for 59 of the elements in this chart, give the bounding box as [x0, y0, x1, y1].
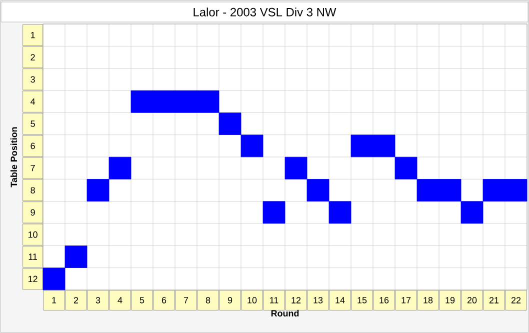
x-tick-label: 8 [206, 297, 210, 304]
chart-title: Lalor - 2003 VSL Div 3 NW [194, 8, 336, 16]
point [130, 90, 154, 113]
x-tick-label: 18 [424, 297, 433, 304]
point [108, 156, 132, 180]
y-tick-label: 3 [30, 76, 35, 83]
point [350, 134, 374, 158]
point [372, 134, 396, 158]
x-tick-label: 10 [248, 297, 257, 304]
x-tick-label: 6 [162, 297, 166, 304]
point [152, 90, 176, 113]
x-tick-label: 4 [118, 297, 122, 304]
x-tick-label: 17 [402, 297, 411, 304]
y-axis-title: Table Position [10, 127, 18, 188]
point [262, 201, 286, 224]
x-tick-label: 19 [446, 297, 455, 304]
y-tick-label: 12 [28, 276, 38, 282]
x-tick-label: 7 [184, 297, 188, 304]
point [284, 156, 308, 180]
point [196, 90, 220, 113]
point [504, 179, 528, 202]
x-tick-label: 12 [292, 297, 301, 304]
y-tick-label: 11 [28, 254, 38, 260]
x-tick-label: 3 [96, 297, 100, 304]
point [86, 179, 110, 202]
point [64, 246, 88, 268]
point [416, 179, 440, 202]
point [460, 201, 484, 224]
point [306, 179, 330, 202]
x-tick-label: 14 [336, 297, 345, 304]
y-tick-label: 7 [30, 164, 35, 172]
point [328, 201, 352, 224]
x-tick-label: 1 [52, 297, 56, 304]
x-tick-label: 2 [74, 297, 78, 304]
point [174, 90, 198, 113]
point [438, 179, 462, 202]
y-tick-label: 9 [30, 209, 35, 216]
y-tick-label: 2 [30, 54, 35, 60]
y-tick-label: 6 [30, 142, 35, 150]
x-tick-label: 16 [380, 297, 389, 304]
point [394, 156, 418, 180]
x-tick-label: 22 [511, 297, 521, 304]
x-tick-label: 5 [140, 297, 144, 304]
x-tick-label: 15 [358, 297, 367, 304]
y-tick-label: 5 [30, 120, 35, 127]
point [218, 112, 242, 135]
point [42, 268, 66, 290]
x-tick-label: 20 [467, 297, 477, 304]
x-tick-label: 11 [270, 297, 278, 304]
y-tick-label: 4 [30, 98, 36, 105]
y-tick-label: 1 [30, 32, 35, 38]
x-axis-title: Round [271, 310, 299, 317]
x-tick-label: 21 [489, 297, 499, 304]
y-tick-label: 8 [30, 187, 35, 194]
point [240, 134, 264, 158]
y-tick-label: 10 [28, 231, 38, 238]
x-tick-label: 9 [228, 297, 232, 304]
point [482, 179, 506, 202]
x-tick-label: 13 [314, 297, 323, 304]
